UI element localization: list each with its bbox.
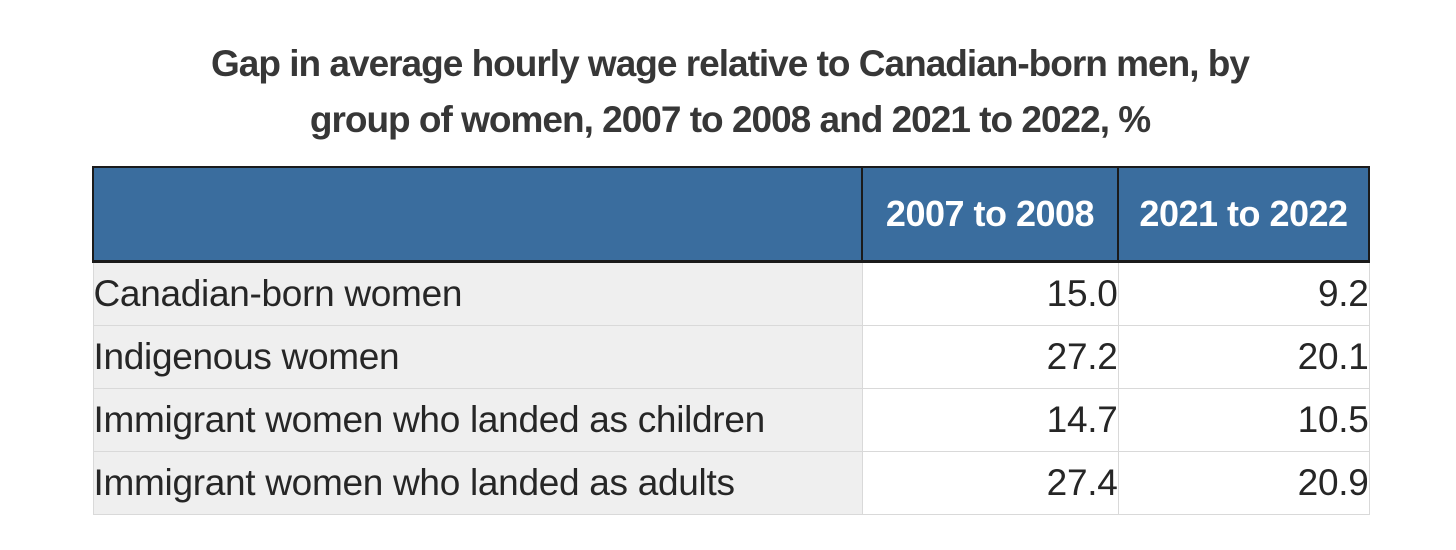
value-cell: 27.2 (861, 325, 1119, 389)
title-line-1: Gap in average hourly wage relative to C… (211, 43, 1250, 84)
column-header-2007-to-2008: 2007 to 2008 (861, 166, 1119, 263)
value-cell: 9.2 (1117, 261, 1370, 326)
table-row: Indigenous women 27.2 20.1 (92, 325, 1370, 389)
value-cell: 10.5 (1117, 388, 1370, 452)
title-line-2: group of women, 2007 to 2008 and 2021 to… (309, 99, 1151, 140)
row-label-canadian-born-women: Canadian-born women (92, 261, 863, 326)
wage-gap-table: 2007 to 2008 2021 to 2022 Canadian-born … (92, 166, 1370, 515)
value-cell: 20.9 (1117, 451, 1370, 515)
table-row: Canadian-born women 15.0 9.2 (92, 261, 1370, 326)
page-title: Gap in average hourly wage relative to C… (92, 36, 1368, 148)
row-label-immigrant-women-children: Immigrant women who landed as children (92, 388, 863, 452)
table-row: Immigrant women who landed as adults 27.… (92, 451, 1370, 515)
value-cell: 27.4 (861, 451, 1119, 515)
row-label-immigrant-women-adults: Immigrant women who landed as adults (92, 451, 863, 515)
content-area: Gap in average hourly wage relative to C… (92, 36, 1370, 515)
value-cell: 15.0 (861, 261, 1119, 326)
column-header-2021-to-2022: 2021 to 2022 (1117, 166, 1370, 263)
table-row: Immigrant women who landed as children 1… (92, 388, 1370, 452)
corner-header-cell (92, 166, 863, 263)
row-label-indigenous-women: Indigenous women (92, 325, 863, 389)
value-cell: 20.1 (1117, 325, 1370, 389)
table-header-row: 2007 to 2008 2021 to 2022 (92, 166, 1370, 263)
value-cell: 14.7 (861, 388, 1119, 452)
